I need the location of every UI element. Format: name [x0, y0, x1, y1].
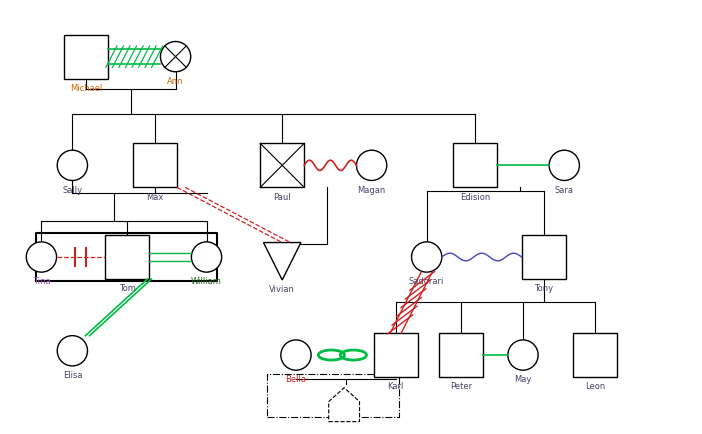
Bar [439, 333, 483, 377]
Bar [453, 144, 497, 188]
Ellipse shape [357, 151, 387, 181]
Bar [64, 36, 108, 79]
Text: Magan: Magan [357, 185, 386, 194]
Text: Edision: Edision [460, 192, 490, 201]
Text: Sally: Sally [62, 185, 82, 194]
Ellipse shape [411, 242, 442, 273]
Text: May: May [515, 375, 531, 384]
Bar [373, 333, 418, 377]
Text: Sadorari: Sadorari [409, 277, 444, 286]
Text: Tina: Tina [32, 277, 51, 286]
Text: Tom: Tom [119, 284, 136, 293]
Text: Leon: Leon [585, 381, 605, 391]
Bar [260, 144, 304, 188]
Text: Max: Max [146, 192, 164, 201]
Bar [574, 333, 617, 377]
Ellipse shape [281, 340, 311, 370]
Polygon shape [329, 388, 359, 422]
Ellipse shape [26, 242, 57, 273]
Text: Karl: Karl [388, 381, 404, 391]
Ellipse shape [161, 43, 191, 72]
Ellipse shape [192, 242, 222, 273]
Text: Elisa: Elisa [62, 370, 82, 379]
Ellipse shape [58, 336, 88, 366]
Bar [522, 235, 566, 279]
Ellipse shape [549, 151, 579, 181]
Text: Michael: Michael [70, 84, 102, 93]
Text: William: William [191, 277, 222, 286]
Bar [105, 235, 150, 279]
Polygon shape [263, 243, 301, 280]
Ellipse shape [508, 340, 538, 370]
Text: Ann: Ann [167, 77, 184, 86]
Bar [133, 144, 177, 188]
Text: Paul: Paul [273, 192, 291, 201]
Text: Bella: Bella [286, 375, 307, 384]
Text: Sara: Sara [555, 185, 574, 194]
Text: Peter: Peter [450, 381, 472, 391]
Text: Tony: Tony [534, 284, 553, 293]
Ellipse shape [58, 151, 88, 181]
Text: Vivian: Vivian [270, 285, 295, 293]
